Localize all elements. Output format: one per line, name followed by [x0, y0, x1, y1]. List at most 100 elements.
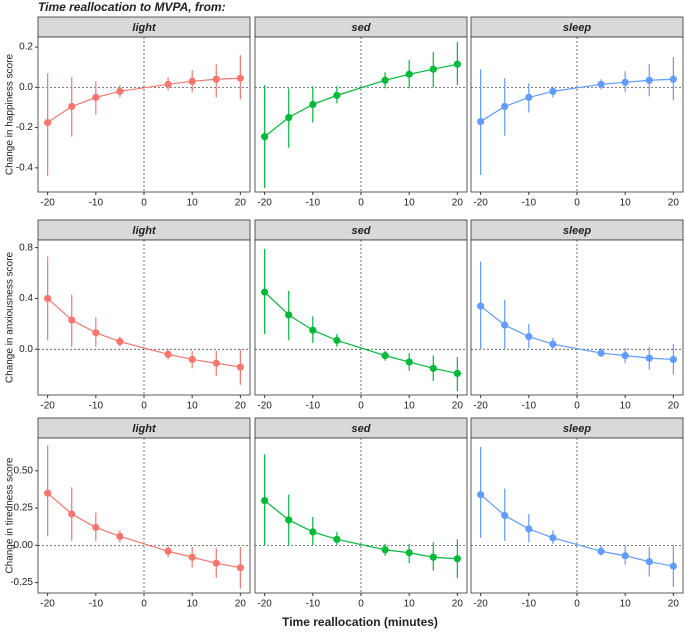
point: [261, 288, 269, 296]
point: [285, 311, 293, 319]
y-tick-label: 0.4: [19, 293, 33, 304]
x-tick-label: 20: [235, 401, 247, 412]
y-axis-label: Change in happiness score: [5, 53, 16, 175]
point: [669, 355, 677, 364]
point: [261, 133, 269, 141]
x-tick-label: 20: [668, 198, 680, 209]
point: [381, 76, 389, 84]
series-line: [480, 78, 674, 123]
y-tick-label: 0.50: [14, 465, 34, 476]
point: [621, 552, 629, 560]
point: [68, 510, 76, 518]
point: [477, 491, 485, 499]
point: [116, 532, 124, 540]
x-tick-label: 10: [187, 599, 199, 610]
point: [453, 60, 461, 68]
point: [549, 87, 557, 95]
x-tick-label: -10: [89, 198, 104, 209]
point: [549, 340, 557, 348]
facet-label: sed: [352, 423, 371, 435]
x-tick-label: -20: [473, 599, 488, 610]
x-tick-label: 20: [235, 599, 247, 610]
point: [477, 302, 485, 310]
point: [68, 102, 76, 111]
y-axis-label: Change in anxiousness score: [5, 251, 16, 383]
point: [429, 553, 437, 561]
point: [92, 329, 100, 337]
point: [525, 332, 533, 341]
series-line: [264, 291, 458, 374]
y-tick-label: 0.2: [19, 42, 33, 53]
x-tick-label: -10: [306, 401, 321, 412]
point: [333, 535, 341, 543]
x-tick-label: 10: [620, 401, 632, 412]
point: [309, 326, 317, 334]
point: [44, 294, 52, 303]
x-tick-label: -10: [522, 401, 537, 412]
point: [44, 489, 52, 497]
facet-label: sed: [352, 22, 371, 34]
y-tick-label: -0.2: [16, 122, 34, 133]
point: [92, 523, 100, 532]
x-tick-label: -10: [306, 198, 321, 209]
x-tick-label: 10: [187, 401, 199, 412]
point: [621, 352, 629, 360]
point: [212, 359, 220, 367]
series-line: [264, 63, 458, 138]
x-tick-label: 20: [235, 198, 247, 209]
point: [188, 355, 196, 364]
point: [188, 553, 196, 561]
series-line: [480, 494, 674, 567]
point: [477, 117, 485, 126]
x-tick-label: 0: [141, 599, 147, 610]
point: [405, 358, 413, 366]
point: [261, 496, 269, 505]
facet-label: sed: [352, 225, 371, 237]
facet-label: light: [132, 22, 157, 34]
y-tick-label: 0.8: [19, 242, 33, 253]
x-tick-label: 0: [574, 401, 580, 412]
point: [236, 363, 244, 371]
point: [333, 91, 341, 99]
point: [236, 564, 244, 572]
point: [645, 558, 653, 566]
point: [285, 516, 293, 524]
chart-title: Time reallocation to MVPA, from:: [38, 0, 226, 14]
point: [236, 74, 244, 82]
point: [44, 118, 52, 127]
series-line: [47, 77, 241, 124]
facet-label: light: [132, 423, 157, 435]
point: [285, 113, 293, 122]
x-tick-label: 10: [620, 198, 632, 209]
facet-label: light: [132, 225, 157, 237]
y-tick-label: 0.00: [14, 540, 34, 551]
point: [669, 562, 677, 570]
y-tick-label: 0.25: [14, 503, 34, 514]
x-tick-label: 20: [452, 599, 464, 610]
point: [116, 338, 124, 346]
x-tick-label: -20: [40, 401, 55, 412]
x-tick-label: 20: [452, 401, 464, 412]
x-tick-label: 0: [141, 401, 147, 412]
x-tick-label: -10: [89, 599, 104, 610]
point: [597, 547, 605, 555]
point: [429, 65, 437, 73]
x-tick-label: 0: [358, 198, 364, 209]
point: [164, 350, 172, 358]
x-tick-label: 0: [358, 599, 364, 610]
point: [405, 549, 413, 557]
point: [669, 75, 677, 83]
x-tick-label: 0: [574, 198, 580, 209]
x-axis-label: Time reallocation (minutes): [282, 615, 438, 629]
x-tick-label: 10: [404, 599, 416, 610]
point: [68, 316, 76, 324]
point: [597, 349, 605, 357]
x-tick-label: -20: [473, 198, 488, 209]
y-axis-label: Change in tiredness score: [5, 457, 16, 574]
series-line: [47, 492, 241, 569]
y-tick-label: -0.25: [10, 577, 33, 588]
point: [333, 336, 341, 344]
point: [429, 364, 437, 372]
y-tick-label: 0.0: [19, 344, 33, 355]
